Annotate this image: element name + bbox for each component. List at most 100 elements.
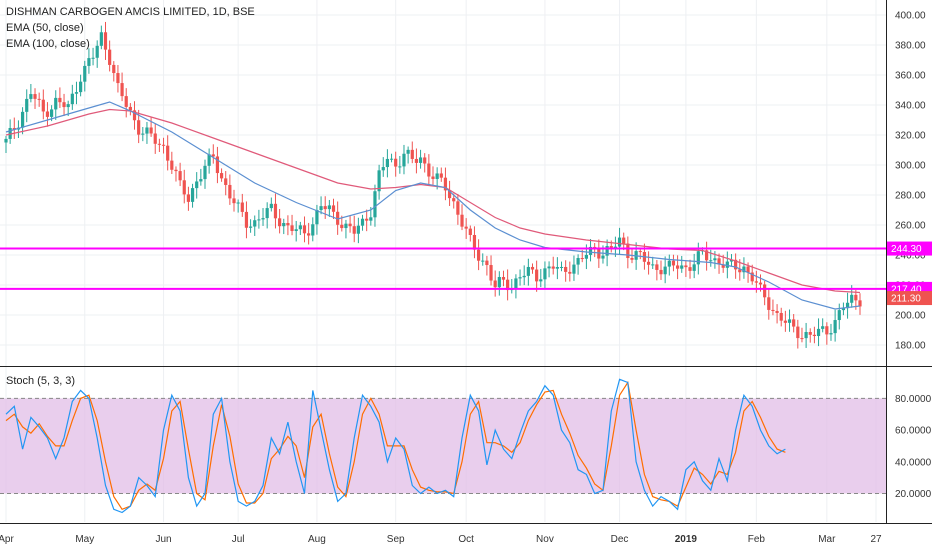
candle-body (439, 173, 443, 178)
candle-body (70, 93, 74, 105)
candle-body (506, 279, 510, 291)
price-tag-label: 217.40 (891, 284, 922, 295)
candle-body (580, 258, 584, 260)
candle-body (91, 57, 95, 59)
candle-body (373, 191, 377, 218)
candle-body (66, 104, 70, 108)
candle-body (738, 269, 742, 273)
candle-body (352, 226, 356, 234)
candle (804, 322, 808, 348)
candle (327, 199, 331, 217)
candle-body (418, 157, 423, 163)
candle (767, 288, 771, 320)
candle (311, 217, 315, 242)
candle-body (850, 294, 854, 303)
candle-body (746, 266, 750, 273)
price-tick-label: 240.00 (895, 251, 926, 262)
candle-body (410, 149, 414, 159)
candle-body (526, 266, 530, 276)
candle (721, 254, 725, 273)
candle-body (750, 272, 754, 282)
candle-body (398, 166, 402, 168)
price-tick-label: 340.00 (895, 101, 926, 112)
candle-body (302, 225, 307, 234)
candle (551, 256, 555, 275)
candle-body (95, 45, 99, 58)
candle (70, 84, 74, 110)
candle (29, 83, 33, 103)
candle-body (655, 264, 659, 270)
candle-body (435, 173, 439, 179)
candle (149, 117, 153, 137)
candle-body (33, 94, 37, 99)
candle-body (265, 208, 269, 219)
candle (530, 263, 535, 274)
candle-body (543, 268, 547, 280)
candle-body (369, 217, 373, 221)
time-tick-label: Oct (458, 534, 474, 545)
candle (120, 72, 124, 102)
candle (170, 151, 174, 174)
candle (394, 151, 398, 177)
candle-body (120, 83, 124, 97)
price-tick-label: 200.00 (895, 311, 926, 322)
candle-body (659, 269, 663, 275)
candle (244, 201, 249, 239)
candle-body (464, 226, 468, 229)
candle-body (199, 179, 203, 182)
candle (696, 242, 700, 275)
candle-body (742, 266, 746, 273)
candle (452, 193, 456, 209)
candle (439, 167, 443, 182)
candle (91, 47, 95, 66)
candle-body (800, 338, 804, 340)
candle-body (630, 258, 634, 260)
candle (771, 299, 775, 316)
candle-body (4, 138, 8, 143)
candle (510, 278, 514, 294)
candle (622, 232, 626, 251)
candle-body (423, 157, 427, 164)
candle-body (617, 237, 622, 247)
candle-body (767, 297, 771, 310)
candle (816, 318, 821, 347)
candle-body (406, 149, 410, 154)
candle-body (174, 169, 178, 172)
candle (858, 293, 862, 315)
candle-body (166, 145, 170, 161)
candle-body (240, 202, 244, 212)
candle (141, 126, 145, 142)
candle (655, 260, 659, 281)
candle-body (128, 106, 132, 111)
candle (514, 274, 518, 299)
candle (651, 256, 655, 270)
candle-body (257, 219, 261, 221)
candle (555, 257, 559, 280)
candle-body (854, 294, 858, 301)
candle-body (460, 214, 464, 227)
candle-body (211, 154, 215, 157)
candle-body (821, 326, 825, 329)
candle-body (771, 309, 775, 311)
candle-body (709, 260, 713, 262)
candle (203, 159, 207, 189)
candle (825, 322, 829, 345)
candle (236, 199, 240, 213)
candle (37, 92, 41, 107)
candle (352, 215, 356, 243)
candle-body (675, 265, 680, 269)
candle (493, 270, 497, 297)
candle (796, 319, 800, 349)
candle (228, 174, 232, 205)
price-tag-label: 211.30 (891, 294, 921, 305)
time-tick-label: Aug (308, 534, 326, 545)
candle (145, 121, 149, 144)
candle (522, 265, 526, 286)
candle-body (622, 237, 626, 244)
candle (688, 259, 692, 279)
candle (190, 183, 195, 208)
candle-body (783, 320, 787, 323)
candle (261, 208, 265, 226)
candle (211, 144, 215, 164)
time-tick-label: Jul (232, 534, 245, 545)
